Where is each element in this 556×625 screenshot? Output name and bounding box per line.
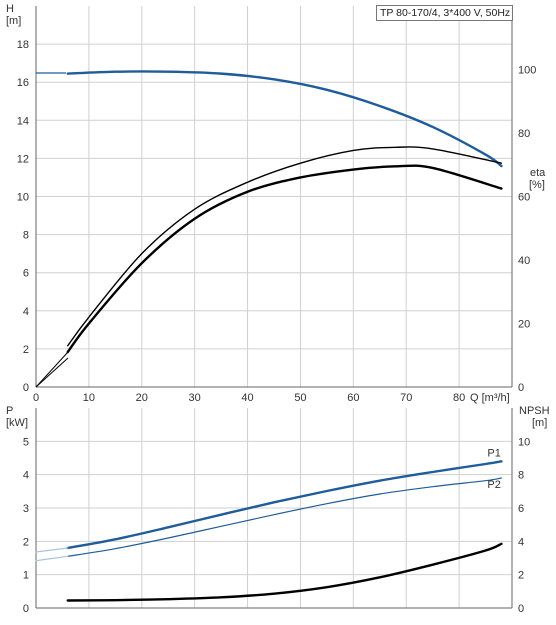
chart2-series-p2-line — [67, 477, 503, 557]
chart1-y-right-tick-label: 60 — [518, 192, 530, 204]
chart1-x-tick-label: 0 — [33, 392, 39, 404]
chart1-x-tick-label: 30 — [189, 392, 201, 404]
chart1-y-left-tick-label: 12 — [17, 153, 29, 165]
chart1-y-right-tick-label: 40 — [518, 255, 530, 267]
chart2-y-right-tick-label: 8 — [518, 470, 524, 482]
chart1-y-left-axis-label: H — [6, 3, 14, 15]
chart1-y-left-tick-label: 10 — [17, 192, 29, 204]
chart1-y-left-tick-label: 16 — [17, 77, 29, 89]
chart2-y-right-tick-label: 4 — [518, 536, 524, 548]
chart2-series-4-line — [35, 555, 69, 562]
chart1-y-left-tick-label: 18 — [17, 39, 29, 51]
chart2-series-p1-line — [66, 460, 503, 550]
chart1-y-right-tick-label: 20 — [518, 319, 530, 331]
chart2-y-right-tick-label: 2 — [518, 570, 524, 582]
chart1-x-tick-label: 10 — [83, 392, 95, 404]
chart2-series-label-p1: P1 — [487, 447, 500, 459]
legend-box: TP 80-170/4, 3*400 V, 50Hz — [376, 5, 513, 21]
chart2-y-left-tick-label: 2 — [23, 536, 29, 548]
chart2-series-3-line — [35, 547, 69, 553]
chart2-y-left-tick-label: 0 — [23, 603, 29, 615]
chart1-y-left-tick-label: 6 — [23, 268, 29, 280]
chart2-y-left-tick-label: 3 — [23, 503, 29, 515]
chart1-x-tick-label: 50 — [294, 392, 306, 404]
chart2-series-label-p2: P2 — [487, 479, 500, 491]
chart1-y-left-tick-label: 4 — [23, 306, 29, 318]
chart1-y-right-axis-label: eta — [530, 167, 546, 179]
chart1-eta-extension-line — [35, 351, 69, 388]
chart2-y-left-axis-label: P — [6, 405, 13, 417]
chart2-y-right-tick-label: 0 — [518, 603, 524, 615]
chart2-y-left-tick-label: 5 — [23, 436, 29, 448]
chart1-y-left-tick-label: 14 — [17, 115, 29, 127]
chart1-x-tick-label: 60 — [347, 392, 359, 404]
chart1-y-right-tick-label: 0 — [518, 382, 524, 394]
chart1-y-right-tick-label: 100 — [518, 65, 536, 77]
chart1-y-right-axis-unit: [%] — [529, 179, 545, 191]
chart1-series-3-line — [67, 146, 503, 347]
chart1-x-tick-label: 40 — [241, 392, 253, 404]
chart2-y-right-axis-label: NPSH — [519, 405, 550, 417]
chart2-y-left-axis-unit: [kW] — [6, 417, 28, 429]
chart1-x-axis-label: Q [m³/h] — [470, 392, 510, 404]
chart2-series-5-line — [66, 542, 503, 602]
chart1-y-left-axis-unit: [m] — [6, 15, 21, 27]
chart2-y-right-tick-label: 10 — [518, 436, 530, 448]
chart2-y-right-axis-unit: [m] — [532, 417, 547, 429]
chart1-series-2-line — [66, 164, 503, 354]
chart1-eta-extension-line — [35, 357, 69, 388]
chart1-y-left-tick-label: 8 — [23, 230, 29, 242]
chart1-y-left-tick-label: 0 — [23, 382, 29, 394]
chart2-y-right-tick-label: 6 — [518, 503, 524, 515]
chart1-series-1-line — [66, 70, 503, 168]
chart1-x-tick-label: 20 — [136, 392, 148, 404]
chart1-x-tick-label: 70 — [400, 392, 412, 404]
chart1-y-left-tick-label: 2 — [23, 344, 29, 356]
chart2-y-left-tick-label: 1 — [23, 570, 29, 582]
chart1-x-tick-label: 80 — [453, 392, 465, 404]
chart1-y-right-tick-label: 80 — [518, 128, 530, 140]
chart2-y-left-tick-label: 4 — [23, 470, 29, 482]
